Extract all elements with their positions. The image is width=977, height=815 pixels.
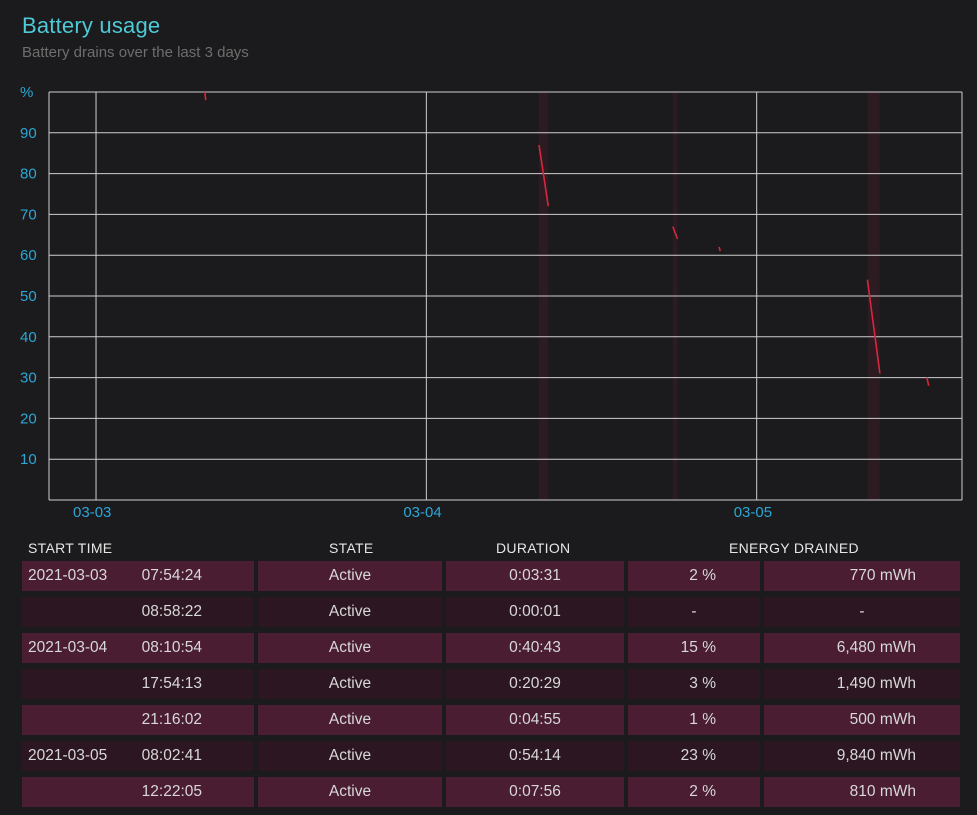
cell-date: 2021-03-03 — [28, 567, 108, 584]
cell-energy-percent: - — [628, 597, 760, 627]
cell-start-time: 08:58:22 — [22, 597, 254, 627]
cell-energy-mwh: 770 mWh — [764, 561, 960, 591]
page-subtitle: Battery drains over the last 3 days — [22, 44, 249, 61]
table-row: 2021-03-03 07:54:24 Active 0:03:31 2 % 770 mW… — [22, 561, 962, 591]
y-tick-label: 30 — [20, 370, 37, 387]
cell-duration: 0:54:14 — [446, 741, 624, 771]
cell-energy-mwh: 810 mWh — [764, 777, 960, 807]
cell-start-time: 2021-03-04 08:10:54 — [22, 633, 254, 663]
cell-time: 08:02:41 — [141, 747, 202, 764]
cell-energy-mwh: 9,840 mWh — [764, 741, 960, 771]
y-tick-label: 20 — [20, 410, 37, 427]
drain-series-line — [718, 246, 721, 252]
drain-series-line — [672, 226, 679, 240]
drain-series-line — [926, 377, 930, 386]
cell-date: 2021-03-04 — [28, 639, 108, 656]
cell-date: 2021-03-05 — [28, 747, 108, 764]
cell-duration: 0:40:43 — [446, 633, 624, 663]
cell-energy-mwh: 6,480 mWh — [764, 633, 960, 663]
drain-series-line — [204, 91, 207, 101]
cell-time: 17:54:13 — [141, 675, 202, 692]
cell-duration: 0:00:01 — [446, 597, 624, 627]
cell-energy-percent: 15 % — [628, 633, 760, 663]
cell-energy-percent: 3 % — [628, 669, 760, 699]
y-tick-label: 90 — [20, 125, 37, 142]
table-header: START TIME STATE DURATION ENERGY DRAINED — [22, 536, 962, 561]
cell-energy-mwh: - — [764, 597, 960, 627]
table-row: 12:22:05 Active 0:07:56 2 % 810 mWh — [22, 777, 962, 807]
cell-energy-percent: 2 % — [628, 561, 760, 591]
battery-usage-chart: 03-03 03-04 03-05 90 80 70 60 50 40 30 20 10% — [20, 84, 963, 521]
drain-series-line — [538, 144, 550, 207]
cell-state: Active — [258, 669, 442, 699]
x-tick-label: 03-05 — [734, 504, 772, 521]
header-start-time: START TIME — [28, 540, 113, 556]
cell-time: 21:16:02 — [141, 711, 202, 728]
cell-time: 08:58:22 — [141, 603, 202, 620]
cell-energy-mwh: 1,490 mWh — [764, 669, 960, 699]
header-energy-drained: ENERGY DRAINED — [729, 540, 859, 556]
cell-duration: 0:04:55 — [446, 705, 624, 735]
cell-energy-percent: 2 % — [628, 777, 760, 807]
y-tick-label: 70 — [20, 206, 37, 223]
cell-state: Active — [258, 777, 442, 807]
cell-energy-mwh: 500 mWh — [764, 705, 960, 735]
table-row: 21:16:02 Active 0:04:55 1 % 500 mWh — [22, 705, 962, 735]
x-tick-label: 03-04 — [403, 504, 441, 521]
cell-state: Active — [258, 705, 442, 735]
cell-start-time: 21:16:02 — [22, 705, 254, 735]
y-axis-label: % — [20, 84, 33, 101]
header-state: STATE — [329, 540, 374, 556]
table-body: 2021-03-03 07:54:24 Active 0:03:31 2 % 770 mW… — [22, 561, 962, 807]
table-row: 08:58:22 Active 0:00:01- - — [22, 597, 962, 627]
page-title: Battery usage — [22, 13, 161, 38]
cell-energy-percent: 1 % — [628, 705, 760, 735]
cell-duration: 0:20:29 — [446, 669, 624, 699]
cell-state: Active — [258, 597, 442, 627]
drain-series-line — [866, 279, 881, 374]
cell-start-time: 12:22:05 — [22, 777, 254, 807]
cell-state: Active — [258, 561, 442, 591]
battery-drain-table: START TIME STATE DURATION ENERGY DRAINED… — [22, 536, 962, 813]
cell-state: Active — [258, 741, 442, 771]
y-tick-label: 10 — [20, 451, 37, 468]
cell-start-time: 2021-03-05 08:02:41 — [22, 741, 254, 771]
y-tick-label: 60 — [20, 247, 37, 264]
table-row: 17:54:13 Active 0:20:29 3 % 1,490 mWh — [22, 669, 962, 699]
cell-duration: 0:03:31 — [446, 561, 624, 591]
y-tick-label: 50 — [20, 288, 37, 305]
x-tick-label: 03-03 — [73, 504, 111, 521]
cell-state: Active — [258, 633, 442, 663]
y-tick-label: 40 — [20, 329, 37, 346]
table-row: 2021-03-05 08:02:41 Active 0:54:14 23 % 9,840… — [22, 741, 962, 771]
cell-time: 12:22:05 — [141, 783, 202, 800]
cell-duration: 0:07:56 — [446, 777, 624, 807]
cell-time: 08:10:54 — [141, 639, 202, 656]
table-row: 2021-03-04 08:10:54 Active 0:40:43 15 % 6,480… — [22, 633, 962, 663]
cell-start-time: 17:54:13 — [22, 669, 254, 699]
header-duration: DURATION — [496, 540, 571, 556]
cell-start-time: 2021-03-03 07:54:24 — [22, 561, 254, 591]
y-tick-label: 80 — [20, 166, 37, 183]
cell-time: 07:54:24 — [141, 567, 202, 584]
cell-energy-percent: 23 % — [628, 741, 760, 771]
